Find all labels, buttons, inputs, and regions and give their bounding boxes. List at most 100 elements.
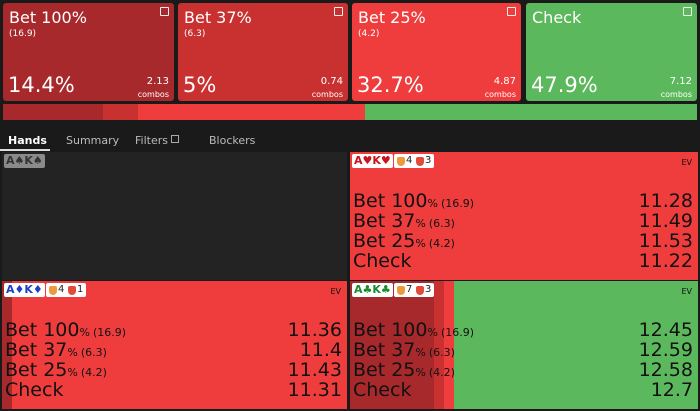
row-size: (6.3) (428, 346, 455, 359)
blocker-icon (68, 286, 76, 295)
ev-row: Bet 37% (6.3) 11.4 (5, 339, 342, 361)
ev-value: 12.7 (650, 379, 693, 401)
row-size: (4.2) (80, 366, 107, 379)
row-size: (6.3) (428, 217, 455, 230)
tab[interactable]: Blockers (209, 134, 256, 147)
frequency: 5% (183, 73, 217, 97)
blocker-count: 1 (77, 284, 84, 295)
row-action: Check (353, 379, 412, 401)
action-size: (16.9) (9, 29, 37, 39)
menu-icon (507, 7, 516, 16)
row-unit: % (415, 346, 426, 359)
row-action: Check (5, 379, 64, 401)
row-action: Bet 25 (353, 230, 416, 252)
frequency: 14.4% (8, 73, 75, 97)
action-card[interactable]: Bet 37% (6.3) 5% 0.74 combos (178, 3, 348, 101)
hand-badge: A♦K♦ (4, 283, 45, 297)
blocker-icon (397, 286, 405, 295)
tab[interactable]: Summary (66, 134, 120, 147)
frequency-bar-segment (3, 104, 103, 120)
action-size: (4.2) (358, 29, 380, 39)
action-name: Bet 100% (9, 8, 87, 27)
row-unit: % (67, 366, 78, 379)
strategy-segment (350, 152, 698, 280)
ev-row: Bet 25% (4.2) 12.58 (353, 359, 693, 381)
blocker-count: 4 (406, 155, 413, 166)
strategy-segment (443, 281, 455, 409)
row-unit: % (415, 366, 426, 379)
row-action: Bet 100 (353, 190, 428, 212)
combos: 0.74 (320, 76, 343, 87)
action-name: Bet 37% (184, 8, 252, 27)
strategy-segment (12, 281, 347, 409)
row-action: Bet 37 (5, 339, 68, 361)
action-size: (6.3) (184, 29, 206, 39)
ev-value: 11.31 (287, 379, 342, 401)
ev-value: 11.36 (287, 319, 342, 341)
frequency-bar-segment (137, 104, 365, 120)
ev-row: Check 11.22 (353, 250, 693, 272)
menu-icon (160, 7, 169, 16)
action-card[interactable]: Bet 25% (4.2) 32.7% 4.87 combos (352, 3, 521, 101)
combos-label: combos (137, 90, 169, 99)
row-action: Bet 100 (5, 319, 80, 341)
row-action: Bet 37 (353, 339, 416, 361)
action-card[interactable]: Bet 100% (16.9) 14.4% 2.13 combos (3, 3, 174, 101)
ev-label: EV (681, 158, 692, 167)
hand-badge: A♣K♣ (352, 283, 393, 297)
frequency: 32.7% (357, 73, 424, 97)
combos: 7.12 (669, 76, 692, 87)
frequency: 47.9% (531, 73, 598, 97)
row-unit: % (427, 326, 438, 339)
hand-panel[interactable]: A♥K♥ 4 3 EV Bet 100% (16.9) 11.28 Bet 37% (6.3) 1… (350, 152, 698, 280)
row-unit: % (427, 197, 438, 210)
blocker-count: 7 (406, 284, 413, 295)
combos-label: combos (660, 90, 692, 99)
row-size: (16.9) (440, 326, 475, 339)
combos: 2.13 (146, 76, 169, 87)
hand-panel[interactable]: A♣K♣ 7 3 EV Bet 100% (16.9) 12.45 Bet 37% (6.3) 1… (350, 281, 698, 409)
action-card[interactable]: Check 47.9% 7.12 combos (526, 3, 697, 101)
copy-icon (171, 135, 179, 143)
hand-badge: A♠K♠ (4, 154, 45, 168)
row-unit: % (67, 346, 78, 359)
strategy-segment (350, 281, 434, 409)
blocker-icon (49, 286, 57, 295)
row-size: (16.9) (92, 326, 127, 339)
ev-row: Bet 25% (4.2) 11.43 (5, 359, 342, 381)
row-size: (6.3) (80, 346, 107, 359)
action-name: Bet 25% (358, 8, 426, 27)
row-action: Bet 25 (353, 359, 416, 381)
ev-row: Check 11.31 (5, 379, 342, 401)
blocker-count: 3 (425, 284, 432, 295)
ev-value: 11.49 (638, 210, 693, 232)
tab[interactable]: Filters (135, 134, 168, 147)
ev-value: 11.53 (638, 230, 693, 252)
action-name: Check (532, 8, 582, 27)
hand-badge: A♥K♥ (352, 154, 393, 168)
ev-row: Bet 100% (16.9) 12.45 (353, 319, 693, 341)
blocker-count: 4 (58, 284, 65, 295)
row-action: Check (353, 250, 412, 272)
menu-icon (334, 7, 343, 16)
ev-row: Bet 100% (16.9) 11.36 (5, 319, 342, 341)
strategy-segment (433, 281, 444, 409)
row-size: (4.2) (428, 237, 455, 250)
blocker-icon (416, 286, 424, 295)
tab-underline (0, 149, 50, 151)
strategy-segment (2, 281, 13, 409)
row-action: Bet 25 (5, 359, 68, 381)
row-size: (16.9) (440, 197, 475, 210)
frequency-bar-segment (364, 104, 697, 120)
hand-panel[interactable]: A♦K♦ 4 1 EV Bet 100% (16.9) 11.36 Bet 37% (6.3) 1… (2, 281, 347, 409)
ev-row: Bet 37% (6.3) 12.59 (353, 339, 693, 361)
ev-value: 11.22 (638, 250, 693, 272)
tab[interactable]: Hands (8, 134, 47, 147)
row-size: (4.2) (428, 366, 455, 379)
hand-panel[interactable]: A♠K♠ (2, 152, 347, 280)
row-unit: % (415, 237, 426, 250)
